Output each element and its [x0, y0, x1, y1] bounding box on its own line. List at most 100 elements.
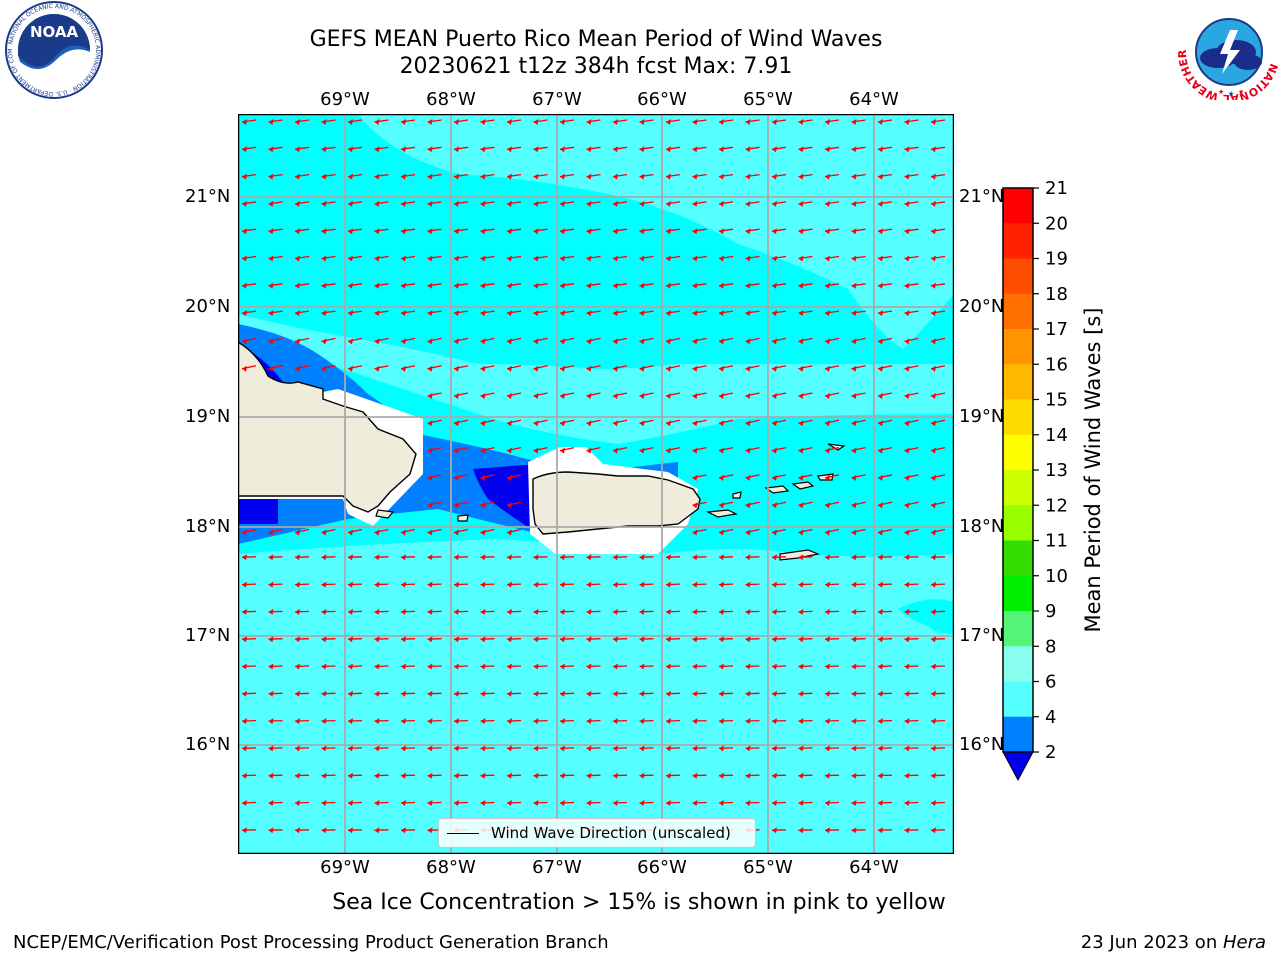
wave-direction-arrowhead [719, 447, 724, 454]
wave-direction-arrowhead [427, 119, 433, 125]
lat-label-left: 17°N [185, 625, 231, 646]
colorbar-tick-label: 20 [1045, 213, 1068, 234]
wave-direction-arrowhead [401, 718, 406, 725]
wave-direction-arrowhead [904, 474, 910, 481]
svg-text:★: ★ [1238, 88, 1244, 96]
wave-direction-arrowhead [480, 581, 486, 588]
wave-direction-arrowhead [825, 529, 830, 536]
wave-direction-arrowhead [772, 663, 777, 670]
wave-direction-arrowhead [507, 502, 512, 509]
wave-direction-arrowhead [427, 200, 433, 207]
wave-direction-arrowhead [533, 228, 539, 235]
wave-direction-arrowhead [242, 608, 247, 615]
wave-direction-arrowhead [798, 338, 804, 345]
wave-direction-arrowhead [348, 529, 353, 536]
wave-direction-arrowhead [692, 338, 698, 345]
wave-direction-arrowhead [268, 772, 274, 779]
wave-direction-arrowhead [904, 663, 910, 670]
lon-label-bottom: 69°W [320, 857, 370, 878]
wave-direction-arrowhead [772, 474, 777, 481]
wave-direction-arrowhead [745, 772, 751, 779]
wave-direction-arrowhead [798, 474, 804, 481]
wave-direction-arrowhead [454, 255, 459, 262]
wave-direction-arrowhead [321, 365, 327, 372]
wave-direction-arrowhead [825, 690, 830, 697]
wave-direction-arrowhead [586, 554, 592, 561]
wave-direction-arrowhead [745, 529, 751, 536]
wave-direction-arrowhead [560, 745, 565, 752]
wave-direction-arrowhead [904, 365, 910, 372]
wave-direction-arrowhead [719, 529, 724, 536]
wave-direction-arrowhead [348, 338, 353, 345]
wave-direction-arrowhead [931, 529, 936, 536]
wave-direction-arrowhead [878, 173, 883, 180]
land-anegada [827, 443, 846, 451]
wave-direction-arrowhead [904, 173, 910, 180]
period-band-darkblue [238, 499, 278, 524]
wave-direction-arrowhead [480, 608, 486, 615]
wave-direction-arrowhead [825, 581, 830, 588]
wave-direction-arrowhead [268, 529, 274, 536]
wave-direction-arrowhead [719, 173, 724, 180]
sea-ice-note: Sea Ice Concentration > 15% is shown in … [332, 890, 946, 915]
colorbar-swatch [1003, 646, 1033, 682]
wave-direction-arrowhead [851, 338, 857, 345]
wave-direction-arrowhead [719, 636, 724, 643]
wave-direction-arrowhead [480, 474, 486, 481]
wave-direction-arrowhead [639, 554, 645, 561]
wave-direction-arrowhead [639, 447, 645, 454]
wave-direction-arrowhead [480, 663, 486, 670]
wave-direction-arrowhead [242, 338, 247, 345]
wave-direction-arrowhead [931, 690, 936, 697]
footer-date: 23 Jun 2023 on Hera [1081, 932, 1266, 953]
wave-direction-arrowhead [454, 338, 459, 345]
wave-direction-arrowhead [480, 420, 486, 427]
wave-direction-arrowhead [242, 173, 247, 180]
wave-direction-arrowhead [295, 338, 300, 345]
wave-direction-arrowhead [745, 636, 751, 643]
wave-direction-arrowhead [348, 663, 353, 670]
wave-direction-arrowhead [401, 800, 406, 806]
wave-direction-arrowhead [242, 663, 247, 670]
wave-direction-arrowhead [692, 663, 698, 670]
wave-direction-arrowhead [878, 690, 883, 697]
wave-direction-arrowhead [242, 228, 247, 235]
wave-direction-arrowhead [401, 663, 406, 670]
wave-direction-arrowhead [401, 228, 406, 235]
wave-direction-arrowhead [374, 718, 380, 725]
wave-direction-arrowhead [401, 745, 406, 752]
wave-direction-arrowhead [798, 502, 804, 509]
colorbar-tick-label: 6 [1045, 672, 1056, 693]
wave-direction-arrowhead [533, 690, 539, 697]
map-gridlines [238, 114, 954, 854]
wave-direction-arrowhead [878, 827, 883, 834]
wave-direction-arrowhead [666, 173, 671, 180]
wave-direction-arrowhead [268, 173, 274, 180]
wave-direction-arrowhead [427, 502, 433, 509]
wave-direction-arrowhead [560, 554, 565, 561]
wave-direction-arrowhead [586, 772, 592, 779]
wave-direction-arrowhead [242, 554, 247, 561]
wave-direction-arrowhead [666, 554, 671, 561]
wave-direction-arrowhead [533, 663, 539, 670]
wave-direction-arrowhead [480, 393, 486, 399]
wave-direction-arrowhead [348, 173, 353, 180]
wave-direction-arrowhead [401, 690, 406, 697]
lat-label-left: 16°N [185, 734, 231, 755]
wave-direction-arrowhead [639, 200, 645, 207]
wave-direction-arrowhead [878, 636, 883, 643]
wave-direction-arrowhead [825, 447, 830, 454]
wave-direction-arrowhead [242, 690, 247, 697]
wave-direction-arrowhead [242, 255, 247, 262]
wave-direction-arrowhead [639, 581, 645, 588]
wave-direction-arrowhead [904, 228, 910, 235]
wave-direction-arrowhead [878, 581, 883, 588]
wave-direction-arrowhead [745, 608, 751, 615]
wave-direction-arrowhead [242, 365, 247, 372]
wave-direction-arrowhead [851, 529, 857, 536]
colorbar-swatch [1003, 399, 1033, 436]
wave-direction-arrowhead [268, 581, 274, 588]
wave-direction-arrowhead [931, 338, 936, 345]
wave-direction-arrowhead [931, 581, 936, 588]
wave-direction-arrowhead [719, 338, 724, 345]
